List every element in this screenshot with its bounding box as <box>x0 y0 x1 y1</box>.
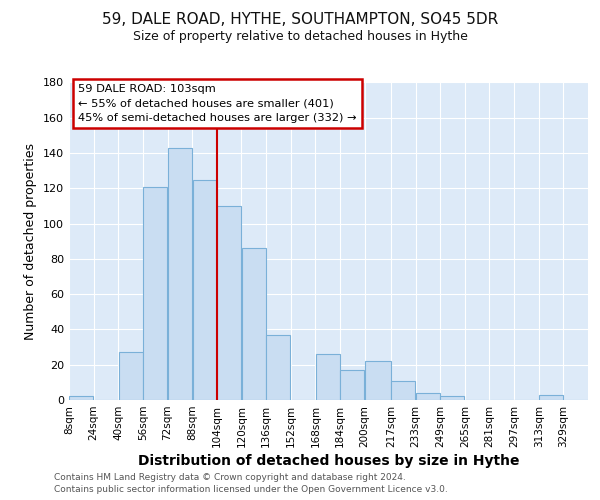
Bar <box>316 354 340 400</box>
Bar <box>340 370 364 400</box>
Bar <box>193 180 217 400</box>
Bar <box>365 361 391 400</box>
Bar <box>119 352 143 400</box>
Bar <box>242 248 266 400</box>
Bar <box>539 394 563 400</box>
Bar <box>266 334 290 400</box>
Bar <box>217 206 241 400</box>
Bar <box>416 393 440 400</box>
X-axis label: Distribution of detached houses by size in Hythe: Distribution of detached houses by size … <box>138 454 519 468</box>
Text: Contains HM Land Registry data © Crown copyright and database right 2024.: Contains HM Land Registry data © Crown c… <box>54 472 406 482</box>
Bar <box>440 396 464 400</box>
Bar <box>70 396 94 400</box>
Y-axis label: Number of detached properties: Number of detached properties <box>25 143 37 340</box>
Bar <box>168 148 192 400</box>
Bar <box>143 186 167 400</box>
Text: Contains public sector information licensed under the Open Government Licence v3: Contains public sector information licen… <box>54 485 448 494</box>
Text: 59, DALE ROAD, HYTHE, SOUTHAMPTON, SO45 5DR: 59, DALE ROAD, HYTHE, SOUTHAMPTON, SO45 … <box>102 12 498 28</box>
Text: 59 DALE ROAD: 103sqm
← 55% of detached houses are smaller (401)
45% of semi-deta: 59 DALE ROAD: 103sqm ← 55% of detached h… <box>79 84 357 123</box>
Bar <box>391 380 415 400</box>
Text: Size of property relative to detached houses in Hythe: Size of property relative to detached ho… <box>133 30 467 43</box>
